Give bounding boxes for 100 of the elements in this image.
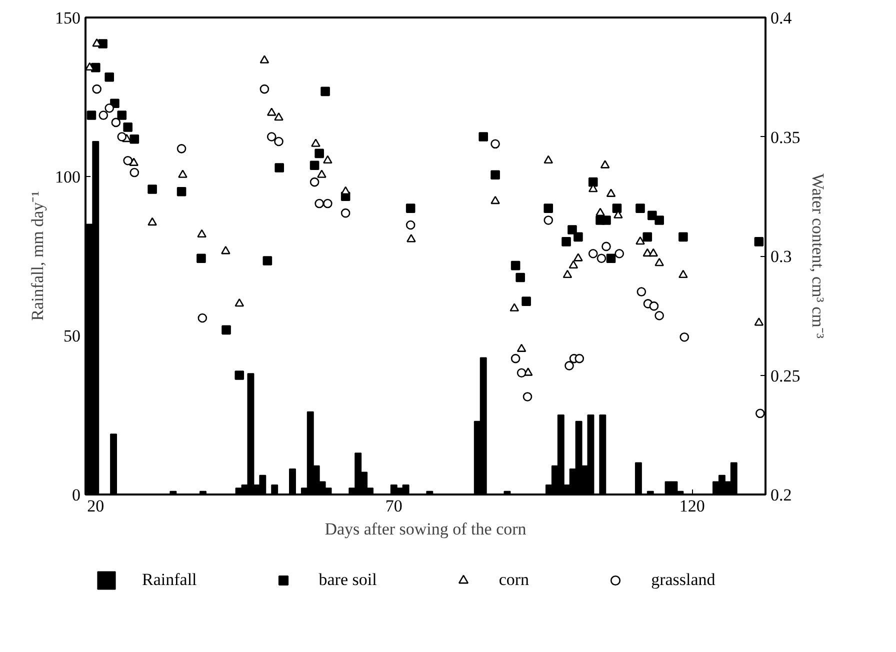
y-tick-label: 150 [55,8,80,28]
point [340,208,350,218]
point [654,310,664,320]
point [222,325,231,335]
point [260,84,270,94]
point [274,112,284,121]
x-tick-label: 120 [679,496,705,516]
point [516,368,526,378]
point [266,108,276,116]
y2-tick-label: 0.2 [770,486,792,504]
point [262,256,272,266]
legend-label: Rainfall [142,570,197,590]
point [314,148,324,158]
x-tick-label: 70 [385,496,402,516]
point [602,242,611,252]
point [596,254,606,264]
point [755,408,765,418]
y-axis-title: Rainfall, mm day⁻¹ [28,191,47,321]
point [648,248,658,257]
y-tick-label: 0 [72,486,80,504]
point [654,258,664,266]
point [117,110,127,120]
y2-tick-label: 0.4 [770,8,792,28]
point [314,198,324,208]
point [602,216,611,225]
point [510,303,520,312]
point [406,234,416,242]
point [274,136,284,146]
point [544,155,554,164]
point [636,204,645,213]
point [490,139,500,149]
point [196,254,206,264]
point [754,318,764,326]
point [406,220,416,230]
point [636,287,646,296]
point [104,72,114,82]
point [490,170,500,180]
point [600,160,610,168]
point [678,232,688,242]
bar [634,462,642,494]
point [266,132,276,142]
point [234,298,244,307]
point [317,170,326,178]
y-tick-label: 50 [64,326,80,346]
point [274,163,284,172]
point [117,132,127,142]
y2-tick-label: 0.3 [770,247,792,266]
point [649,301,659,311]
point [522,392,532,402]
point [98,110,108,120]
legend-label: corn [498,570,530,590]
point [516,344,526,352]
point [234,370,244,380]
point [588,177,598,187]
point [490,196,500,204]
point [516,272,525,282]
point [86,110,96,120]
point [310,160,320,170]
point [406,204,416,213]
point [562,237,571,246]
point [111,118,121,128]
point [510,260,520,270]
point [636,236,645,245]
point [198,313,208,323]
point [612,204,622,213]
point [754,237,764,246]
point [104,103,114,113]
point [197,229,206,238]
point [311,138,320,147]
x-tick-label: 20 [87,496,104,516]
bar [271,484,278,494]
point [323,198,332,208]
legend-label: grassland [651,570,716,590]
point [130,168,140,178]
point [176,186,186,196]
point [176,144,186,154]
point [510,354,520,364]
bar [599,414,606,494]
point [606,254,616,264]
point [562,270,572,278]
point [260,55,270,64]
point [678,270,688,278]
point [574,354,584,364]
point [320,86,330,96]
point [568,260,578,268]
y2-axis-title: Water content, cm³ cm⁻³ [808,174,828,338]
point [129,158,138,166]
x-axis-title: Days after sowing of the corn [324,520,527,538]
bar [289,468,296,494]
point [92,84,102,94]
point [148,184,157,194]
point [310,177,320,187]
point [544,204,554,213]
point [123,156,132,166]
point [574,232,583,242]
point [642,232,652,242]
point [654,216,664,225]
point [544,216,554,225]
point [323,155,332,164]
y-tick-label: 100 [55,168,80,186]
